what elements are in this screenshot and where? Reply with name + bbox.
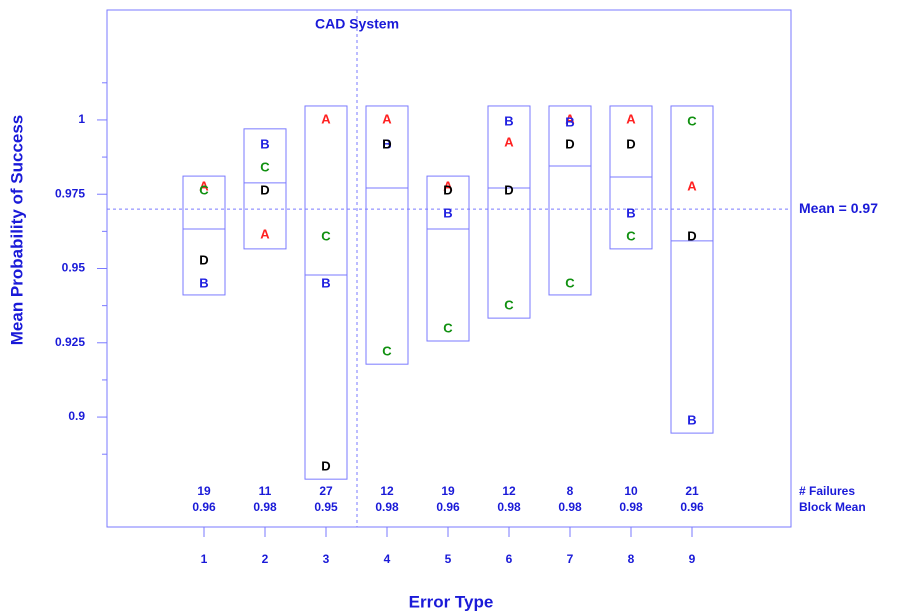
- block-box: [304, 105, 348, 480]
- point-letter: D: [504, 182, 513, 197]
- point-letter: A: [687, 179, 697, 194]
- point-letter: D: [443, 182, 452, 197]
- x-tick-label: 9: [689, 552, 696, 566]
- block-box: [487, 105, 531, 319]
- failures-value: 27: [319, 484, 333, 498]
- failures-value: 10: [624, 484, 638, 498]
- y-tick-label: 0.9: [68, 409, 85, 423]
- x-tick-label: 1: [201, 552, 208, 566]
- block-mean-value: 0.96: [436, 500, 460, 514]
- point-letter: B: [199, 275, 208, 290]
- point-letter: D: [626, 136, 635, 151]
- block-mean-value: 0.98: [619, 500, 643, 514]
- block-mean-value: 0.98: [497, 500, 521, 514]
- point-letter: C: [565, 275, 575, 290]
- point-letter: C: [443, 321, 453, 336]
- point-letter: A: [260, 226, 270, 241]
- point-letter: D: [321, 458, 330, 473]
- chart-title: CAD System: [315, 16, 399, 32]
- failures-value: 12: [502, 484, 516, 498]
- point-letter: C: [626, 228, 636, 243]
- block-box: [243, 128, 287, 250]
- x-tick-label: 8: [628, 552, 635, 566]
- block-mean-value: 0.98: [375, 500, 399, 514]
- x-tick-label: 2: [262, 552, 269, 566]
- point-letter: D: [565, 136, 574, 151]
- point-letter: C: [321, 228, 331, 243]
- point-letter: C: [382, 343, 392, 358]
- block-mean-value: 0.96: [680, 500, 704, 514]
- block-box: [182, 175, 226, 296]
- failures-value: 11: [259, 484, 272, 498]
- failures-value: 19: [441, 484, 455, 498]
- block-mean-value: 0.96: [192, 500, 216, 514]
- block-mean-row-label: Block Mean: [799, 500, 866, 514]
- point-letter: A: [565, 111, 575, 126]
- point-letter: A: [382, 111, 392, 126]
- point-letter: C: [199, 182, 209, 197]
- y-tick-label: 1: [78, 112, 85, 126]
- x-tick-label: 7: [567, 552, 574, 566]
- point-letter: A: [321, 111, 331, 126]
- point-letter: A: [504, 134, 514, 149]
- point-letter: C: [260, 160, 270, 175]
- block-box: [426, 175, 470, 342]
- block-box: [548, 105, 592, 296]
- failures-value: 21: [685, 484, 699, 498]
- point-letter: B: [443, 205, 452, 220]
- failures-value: 8: [567, 484, 574, 498]
- grand-mean-label: Mean = 0.97: [799, 200, 878, 216]
- point-letter: D: [260, 182, 269, 197]
- block-mean-value: 0.98: [558, 500, 582, 514]
- point-letter: A: [199, 179, 209, 194]
- point-letter: A: [443, 179, 453, 194]
- point-letter: B: [504, 113, 513, 128]
- point-letter: B: [260, 136, 269, 151]
- point-letter: B: [382, 136, 391, 151]
- point-letter: D: [199, 253, 208, 268]
- point-letter: A: [626, 111, 636, 126]
- x-tick-label: 4: [384, 552, 391, 566]
- point-letter: C: [504, 297, 514, 312]
- point-letter: D: [687, 228, 696, 243]
- plot-frame: [106, 9, 792, 528]
- point-letter: B: [687, 412, 696, 427]
- point-letter: D: [382, 136, 391, 151]
- block-mean-value: 0.98: [253, 500, 277, 514]
- x-tick-label: 5: [445, 552, 452, 566]
- point-letter: B: [626, 205, 635, 220]
- point-letter: B: [321, 275, 330, 290]
- block-mean-value: 0.95: [314, 500, 338, 514]
- y-tick-label: 0.975: [55, 186, 85, 200]
- x-tick-label: 3: [323, 552, 330, 566]
- y-tick-label: 0.925: [55, 335, 85, 349]
- point-letter: C: [687, 113, 697, 128]
- x-axis-label: Error Type: [409, 592, 494, 611]
- failures-row-label: # Failures: [799, 484, 855, 498]
- y-axis-label: Mean Probability of Success: [7, 115, 26, 346]
- y-tick-label: 0.95: [62, 261, 86, 275]
- block-box: [365, 105, 409, 365]
- point-letter: B: [565, 114, 574, 129]
- failures-value: 19: [197, 484, 211, 498]
- block-box: [670, 105, 714, 434]
- x-tick-label: 6: [506, 552, 513, 566]
- failures-value: 12: [380, 484, 394, 498]
